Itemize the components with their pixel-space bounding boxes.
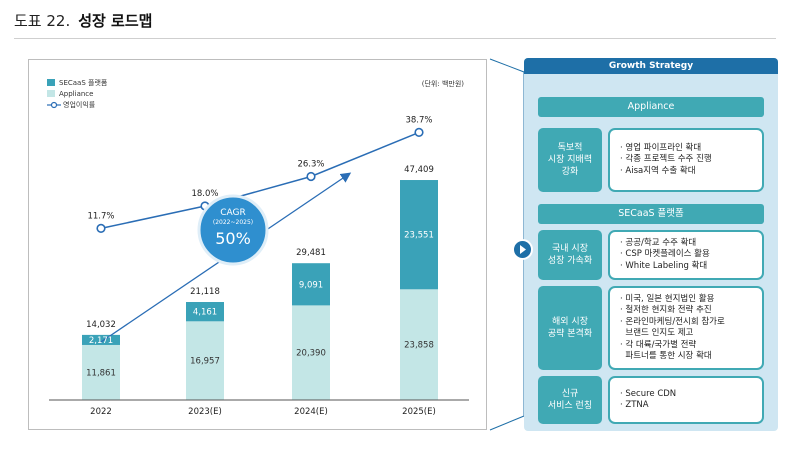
page-title: 성장 로드맵 — [78, 12, 153, 30]
strategy-items-newservice: · Secure CDN · ZTNA — [608, 376, 764, 424]
strategy-item: · CSP 마켓플레이스 활용 — [620, 249, 710, 260]
strategy-items-overseas: · 미국, 일본 현지법인 활용 · 철저한 현지화 전략 추진 · 온라인마케… — [608, 286, 764, 370]
legend-item-margin: 영업이익률 — [47, 99, 107, 110]
bar-appliance — [292, 305, 330, 400]
legend-label-secaas: SECaaS 플랫폼 — [59, 78, 108, 87]
label-line: 독보적 — [557, 143, 583, 153]
strategy-item: · 영업 파이프라인 확대 — [620, 142, 702, 153]
strategy-item: · 각종 프로젝트 수주 진행 — [620, 154, 712, 165]
cagr-title: CAGR — [220, 208, 246, 218]
strategy-item: 브랜드 인지도 제고 — [620, 328, 694, 338]
growth-strategy-panel: Growth Strategy Appliance 독보적 시장 지배력 강화 … — [524, 58, 778, 431]
strategy-item: · Aisa지역 수출 확대 — [620, 165, 696, 176]
data-label-margin: 18.0% — [191, 189, 218, 199]
strategy-item: · 각 대륙/국가별 전략 — [620, 339, 697, 350]
strategy-item: · 온라인마케팅/전시회 참가로 — [620, 316, 725, 327]
bar-appliance — [186, 321, 224, 400]
x-tick-label: 2023(E) — [188, 407, 222, 417]
page-header: 도표 22. 성장 로드맵 — [14, 10, 152, 38]
data-label-appliance: 23,858 — [404, 341, 434, 351]
bar-secaas — [400, 180, 438, 290]
label-line: 신규 — [561, 389, 579, 399]
strategy-label-newservice: 신규 서비스 런칭 — [538, 376, 602, 424]
chevron-right-icon — [512, 239, 533, 260]
section-appliance: Appliance — [538, 97, 764, 117]
label-line: 시장 지배력 — [547, 155, 593, 165]
data-label-margin: 26.3% — [297, 159, 324, 169]
margin-point — [414, 127, 424, 137]
label-line: 공략 본격화 — [547, 329, 593, 339]
x-tick-label: 2025(E) — [402, 407, 436, 417]
unit-label: (단위: 백만원) — [421, 80, 464, 88]
data-label-appliance: 16,957 — [190, 357, 220, 367]
x-tick-label: 2022 — [90, 407, 112, 417]
strategy-label-dominance: 독보적 시장 지배력 강화 — [538, 128, 602, 192]
data-label-margin: 38.7% — [405, 115, 432, 125]
data-label-appliance: 20,390 — [296, 349, 326, 359]
data-label-secaas: 9,091 — [299, 280, 323, 290]
cagr-period: (2022~2025) — [213, 219, 253, 226]
label-line: 해외 시장 — [552, 317, 588, 327]
label-line: 강화 — [561, 167, 579, 177]
strategy-item: · 철저한 현지화 전략 추진 — [620, 305, 712, 315]
strategy-item: · White Labeling 확대 — [620, 260, 708, 271]
strategy-label-overseas: 해외 시장 공략 본격화 — [538, 286, 602, 370]
label-line: 성장 가속화 — [547, 256, 593, 266]
data-label-margin: 11.7% — [87, 211, 114, 221]
x-tick-label: 2024(E) — [294, 407, 328, 417]
data-label-total: 47,409 — [404, 165, 434, 175]
data-label-secaas: 23,551 — [404, 231, 434, 241]
figure-number: 도표 22. — [14, 12, 71, 30]
margin-point — [306, 171, 316, 182]
data-label-secaas: 4,161 — [193, 308, 217, 318]
strategy-title: Growth Strategy — [524, 58, 778, 74]
legend-swatch-appliance — [47, 90, 55, 97]
bar-secaas — [186, 302, 224, 322]
strategy-items-domestic: · 공공/학교 수주 확대 · CSP 마켓플레이스 활용 · White La… — [608, 230, 764, 280]
cagr-badge: CAGR (2022~2025) 50% — [197, 194, 269, 266]
strategy-item: · 공공/학교 수주 확대 — [620, 237, 697, 248]
label-line: 국내 시장 — [552, 244, 588, 254]
section-secaas: SECaaS 플랫폼 — [538, 204, 764, 224]
chart-panel: SECaaS 플랫폼 Appliance 영업이익률 (단위: 백만원) 11,… — [28, 59, 487, 430]
chart-legend: SECaaS 플랫폼 Appliance 영업이익률 — [47, 77, 107, 110]
strategy-item: · ZTNA — [620, 400, 649, 410]
data-label-appliance: 11,861 — [86, 368, 116, 378]
strategy-items-dominance: · 영업 파이프라인 확대 · 각종 프로젝트 수주 진행 · Aisa지역 수… — [608, 128, 764, 192]
header-divider — [14, 38, 776, 39]
legend-item-secaas: SECaaS 플랫폼 — [47, 77, 107, 88]
legend-label-margin: 영업이익률 — [63, 100, 96, 109]
bar-secaas — [292, 263, 330, 306]
margin-point — [96, 223, 106, 233]
legend-label-appliance: Appliance — [59, 89, 94, 98]
cagr-value: 50% — [215, 229, 251, 248]
strategy-label-domestic: 국내 시장 성장 가속화 — [538, 230, 602, 280]
legend-line-marker — [47, 101, 61, 108]
bar-appliance — [82, 344, 120, 400]
data-label-total: 29,481 — [296, 248, 326, 258]
data-label-total: 14,032 — [86, 320, 116, 330]
legend-item-appliance: Appliance — [47, 88, 107, 99]
strategy-item: · 미국, 일본 현지법인 활용 — [620, 293, 715, 304]
chart-canvas: 11,861 2,171 14,032 16,957 4,161 21,118 20,390… — [49, 115, 469, 417]
label-line: 서비스 런칭 — [547, 401, 593, 411]
bar-appliance — [400, 289, 438, 400]
strategy-item: 파트너를 통한 시장 확대 — [620, 351, 712, 361]
legend-swatch-secaas — [47, 79, 55, 86]
strategy-item: · Secure CDN — [620, 388, 677, 399]
margin-line — [100, 131, 420, 230]
data-label-total: 21,118 — [190, 287, 220, 297]
data-label-secaas: 2,171 — [89, 336, 113, 346]
bar-secaas — [82, 334, 120, 345]
